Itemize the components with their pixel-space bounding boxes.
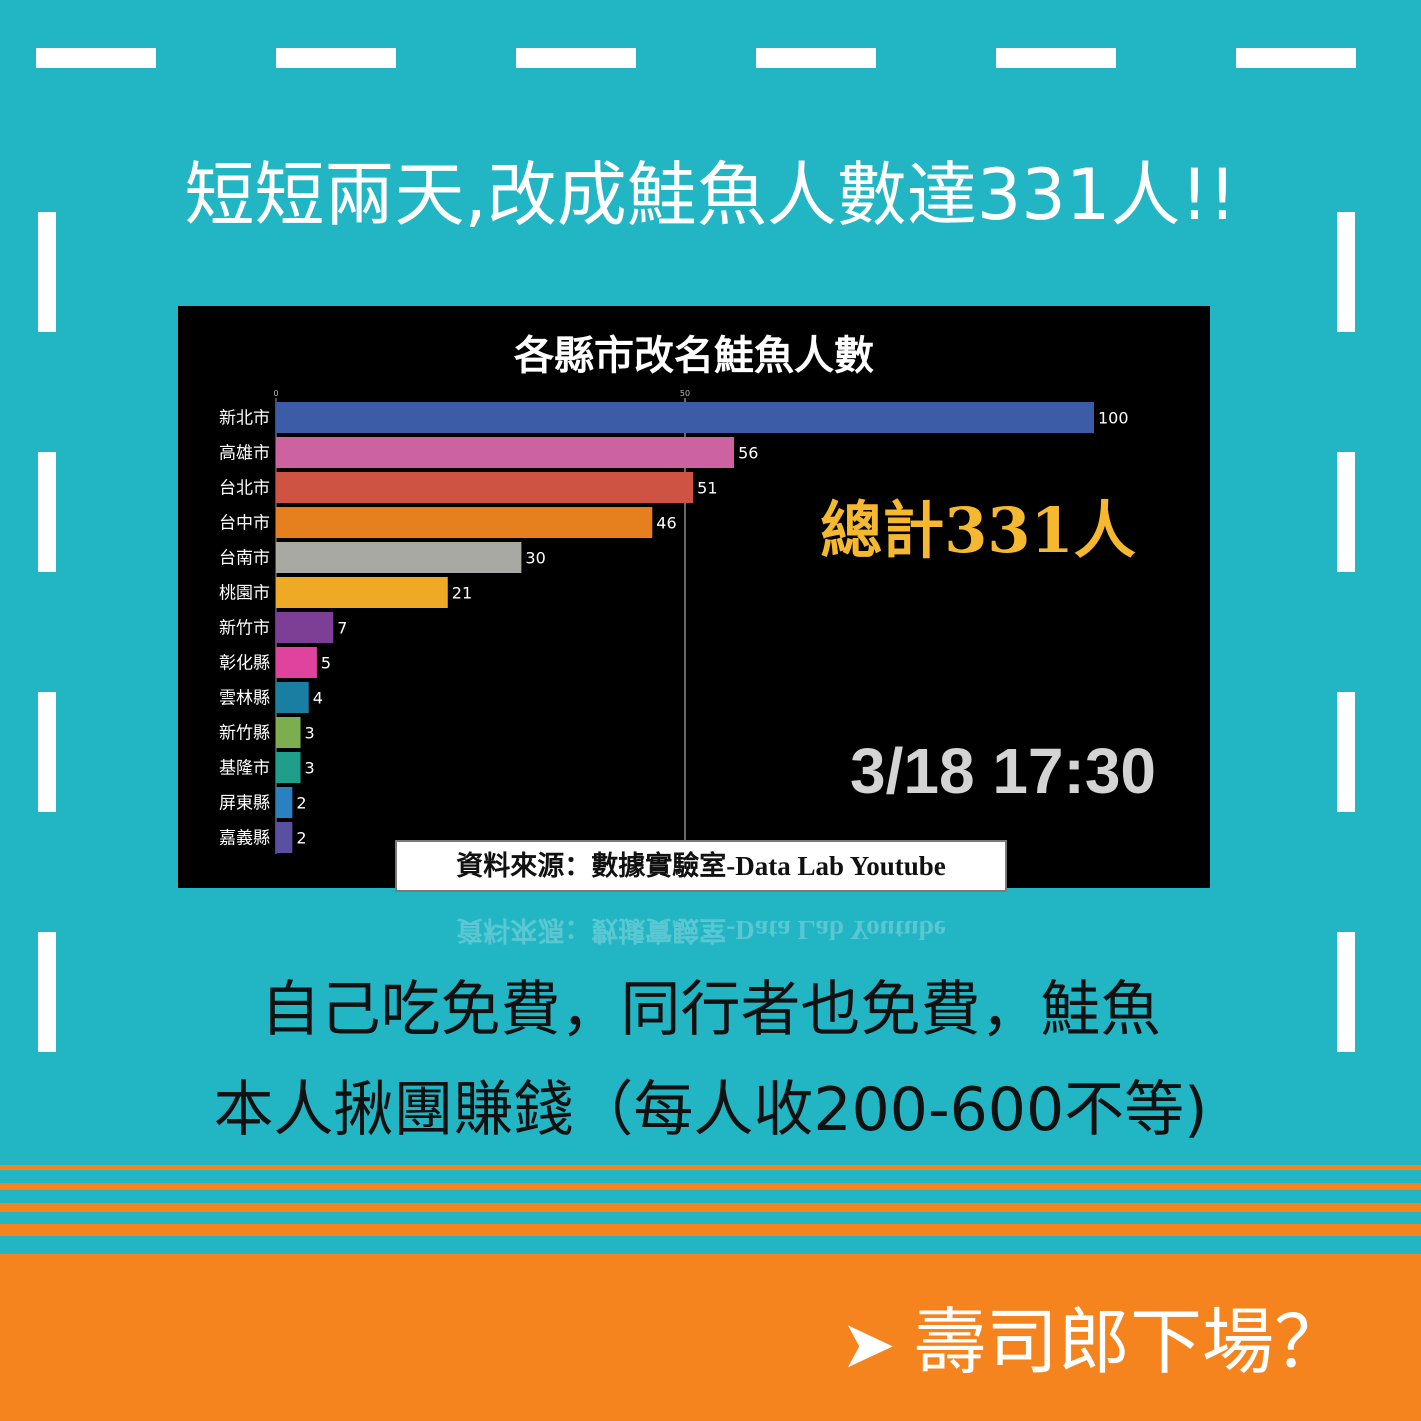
source-reflection: 資料來源：數據實驗室-Data Lab Youtube [178,900,1210,960]
value-label: 2 [296,794,306,813]
frame-dash-top [1236,48,1356,68]
category-label: 屏東縣 [219,794,270,814]
footer-text: ➤ 壽司郎下場？ [840,1300,1346,1384]
bar-5 [276,542,522,573]
frame-dash-top [756,48,876,68]
value-label: 100 [1098,409,1129,428]
bar-6 [276,577,448,608]
source-label: 資料來源：數據實驗室-Data Lab Youtube [395,840,1007,892]
stripe-line [0,1183,1421,1190]
bar-13 [276,822,293,853]
caption-line-2: 本人揪團賺錢（每人收200-600不等) [213,1075,1208,1145]
bar-7 [276,612,334,643]
category-label: 彰化縣 [219,654,270,674]
bar-10 [276,717,301,748]
value-label: 51 [697,479,717,498]
value-label: 46 [656,514,676,533]
chart-panel: 各縣市改名鮭魚人數 0 50 新北市 100 高雄市 56 台北市 51 台中市 46 台南市 30 桃… [178,306,1210,888]
category-label: 台中市 [219,514,270,534]
value-label: 30 [525,549,545,568]
bar-chart: 0 50 新北市 100 高雄市 56 台北市 51 台中市 46 台南市 30 桃園市 21 新竹市 7 彰化… [219,389,1129,854]
footer-banner: ➤ 壽司郎下場？ [0,1254,1421,1421]
bar-2 [276,437,735,468]
value-label: 5 [321,654,331,673]
stripe-line [0,1165,1421,1170]
bar-1 [276,402,1094,433]
bar-11 [276,752,301,783]
arrow-right-icon: ➤ [840,1306,896,1383]
caption-line-1: 自己吃免費，同行者也免費，鮭魚 [260,975,1161,1045]
stripe-line [0,1203,1421,1212]
x-tick-label: 0 [273,389,278,398]
value-label: 4 [313,689,323,708]
source-reflection-text: 資料來源：數據實驗室-Data Lab Youtube [456,915,946,945]
frame-dash-left [38,692,56,812]
value-label: 3 [305,759,315,778]
category-label: 基隆市 [219,759,270,779]
headline: 短短兩天,改成鮭魚人數達331人!! [184,154,1237,236]
category-label: 新竹縣 [219,724,270,744]
bar-3 [276,472,694,503]
frame-dash-top [516,48,636,68]
stripe-line [0,1224,1421,1236]
frame-dash-top [996,48,1116,68]
x-tick-label: 50 [680,389,690,398]
total-label: 總計331人 [820,494,1136,567]
value-label: 7 [337,619,347,638]
timestamp-label: 3/18 17:30 [849,735,1157,807]
category-label: 台南市 [219,549,270,569]
bar-9 [276,682,309,713]
category-label: 嘉義縣 [219,829,270,849]
frame-dash-right [1337,212,1355,332]
frame-dash-left [38,212,56,332]
category-label: 新竹市 [219,619,270,639]
frame-dash-right [1337,932,1355,1052]
frame-dash-left [38,452,56,572]
value-label: 21 [452,584,472,603]
chart-title: 各縣市改名鮭魚人數 [514,333,874,379]
frame-dash-top [276,48,396,68]
footer-question: 壽司郎下場？ [913,1300,1346,1384]
bar-8 [276,647,317,678]
bar-12 [276,787,293,818]
bar-4 [276,507,653,538]
value-label: 56 [738,444,758,463]
category-label: 台北市 [219,479,270,499]
category-label: 新北市 [219,409,270,429]
value-label: 3 [305,724,315,743]
category-label: 雲林縣 [219,689,270,709]
value-label: 2 [296,829,306,848]
frame-dash-right [1337,452,1355,572]
frame-dash-top [36,48,156,68]
frame-dash-right [1337,692,1355,812]
category-label: 桃園市 [219,584,270,604]
category-label: 高雄市 [219,444,270,464]
frame-dash-left [38,932,56,1052]
